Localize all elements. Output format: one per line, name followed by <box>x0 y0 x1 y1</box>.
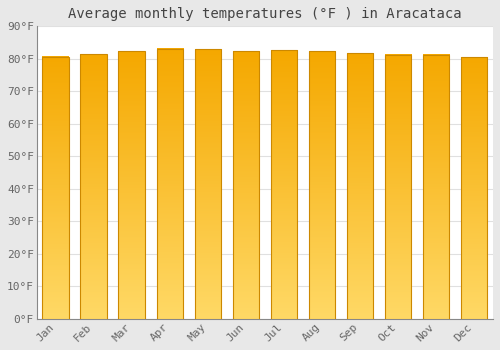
Bar <box>118 51 145 319</box>
Bar <box>80 54 107 319</box>
Bar <box>346 53 374 319</box>
Bar <box>42 57 69 319</box>
Bar <box>156 49 183 319</box>
Bar <box>270 50 297 319</box>
Bar <box>384 55 411 319</box>
Title: Average monthly temperatures (°F ) in Aracataca: Average monthly temperatures (°F ) in Ar… <box>68 7 462 21</box>
Bar <box>194 49 221 319</box>
Bar <box>422 55 450 319</box>
Bar <box>232 51 259 319</box>
Bar <box>460 57 487 319</box>
Bar <box>308 51 335 319</box>
